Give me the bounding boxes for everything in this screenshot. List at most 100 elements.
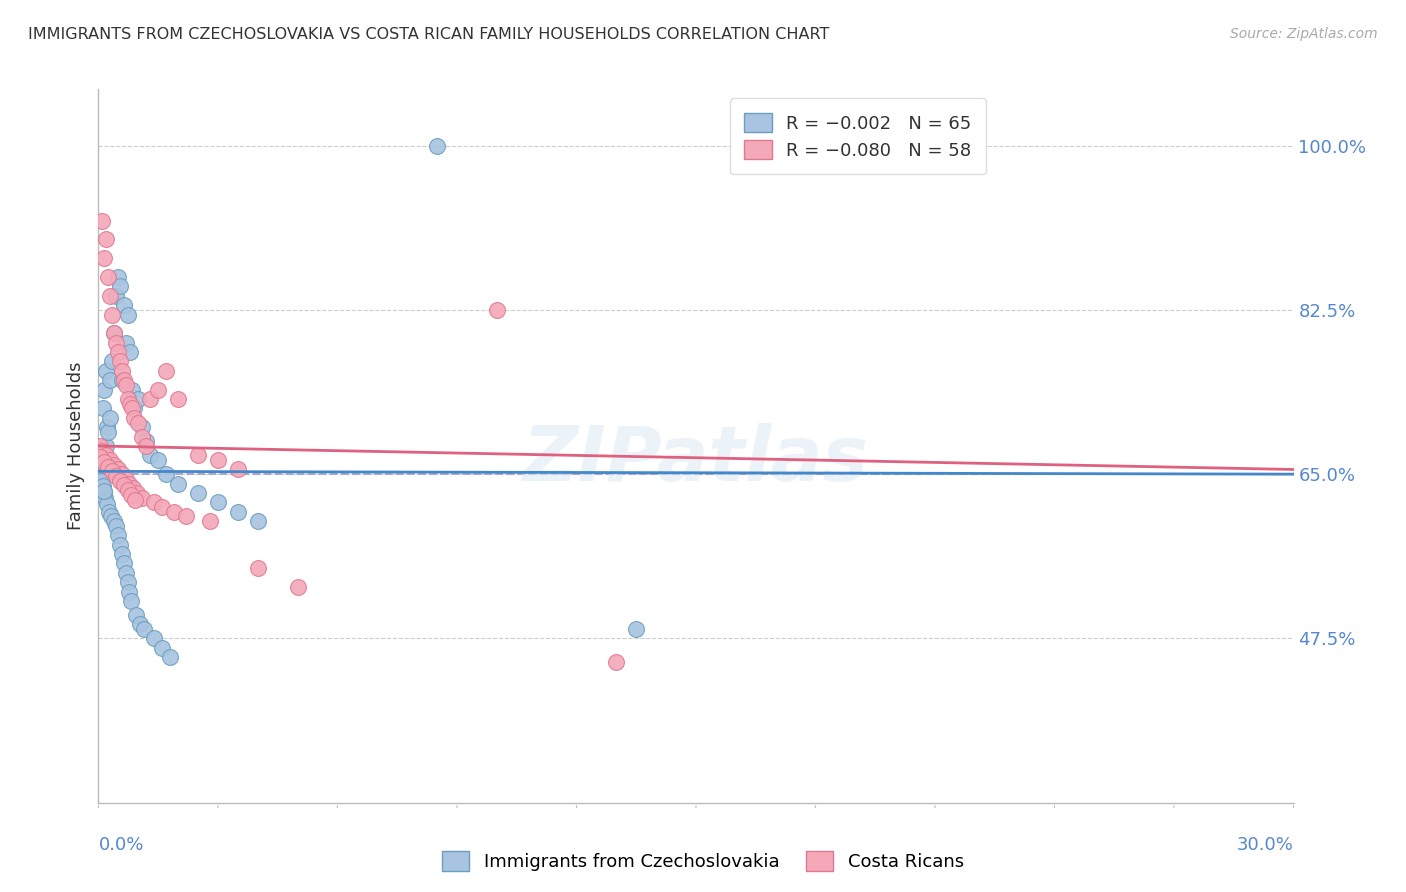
Point: [426, 138, 449, 153]
Point: [105, 335, 128, 350]
Point: [114, 472, 136, 486]
Point: [94, 364, 117, 378]
Point: [108, 474, 131, 488]
Point: [114, 566, 136, 580]
Point: [246, 514, 269, 528]
Point: [174, 509, 197, 524]
Point: [104, 469, 127, 483]
Point: [103, 458, 125, 472]
Point: [111, 373, 134, 387]
Point: [143, 495, 166, 509]
Point: [100, 464, 122, 478]
Point: [107, 462, 129, 476]
Point: [94, 449, 117, 463]
Point: [112, 298, 135, 312]
Point: [118, 476, 141, 491]
Point: [167, 476, 190, 491]
Point: [96, 497, 118, 511]
Point: [104, 518, 127, 533]
Point: [121, 383, 143, 397]
Point: [135, 439, 157, 453]
Point: [124, 492, 146, 507]
Point: [485, 302, 508, 317]
Point: [124, 401, 146, 416]
Point: [115, 378, 138, 392]
Point: [110, 354, 132, 368]
Point: [131, 420, 153, 434]
Point: [107, 345, 129, 359]
Point: [89, 465, 111, 479]
Point: [90, 443, 112, 458]
Point: [103, 326, 125, 341]
Text: 30.0%: 30.0%: [1237, 836, 1294, 854]
Point: [198, 514, 221, 528]
Point: [89, 450, 111, 465]
Point: [226, 462, 249, 476]
Point: [103, 514, 125, 528]
Point: [246, 561, 269, 575]
Point: [115, 335, 138, 350]
Point: [121, 401, 143, 416]
Point: [101, 354, 124, 368]
Point: [91, 478, 114, 492]
Point: [98, 453, 121, 467]
Point: [98, 289, 122, 303]
Point: [134, 622, 156, 636]
Point: [135, 434, 157, 449]
Point: [91, 401, 114, 416]
Point: [96, 232, 118, 246]
Point: [105, 289, 128, 303]
Point: [103, 326, 125, 341]
Point: [118, 584, 141, 599]
Point: [91, 479, 114, 493]
Point: [91, 481, 114, 495]
Point: [89, 439, 111, 453]
Point: [159, 650, 181, 665]
Point: [127, 392, 149, 406]
Point: [100, 509, 122, 524]
Point: [96, 420, 118, 434]
Point: [117, 308, 139, 322]
Point: [163, 505, 186, 519]
Point: [110, 279, 132, 293]
Point: [605, 655, 627, 669]
Point: [94, 491, 117, 505]
Point: [120, 345, 142, 359]
Point: [187, 449, 209, 463]
Point: [167, 392, 190, 406]
Point: [112, 478, 135, 492]
Point: [93, 455, 115, 469]
Point: [101, 308, 124, 322]
Point: [155, 364, 177, 378]
Point: [89, 469, 111, 483]
Point: [112, 373, 135, 387]
Point: [112, 557, 135, 571]
Point: [110, 547, 132, 561]
Legend: R = −0.002   N = 65, R = −0.080   N = 58: R = −0.002 N = 65, R = −0.080 N = 58: [730, 98, 986, 174]
Point: [97, 425, 120, 439]
Point: [89, 467, 111, 482]
Point: [124, 410, 146, 425]
Point: [97, 270, 120, 285]
Point: [93, 251, 115, 265]
Point: [129, 617, 152, 632]
Point: [89, 462, 111, 476]
Text: 0.0%: 0.0%: [98, 836, 143, 854]
Point: [626, 622, 648, 636]
Point: [90, 476, 112, 491]
Point: [108, 538, 131, 552]
Point: [187, 486, 209, 500]
Point: [150, 640, 173, 655]
Point: [107, 528, 129, 542]
Point: [131, 491, 153, 505]
Point: [93, 383, 115, 397]
Point: [98, 373, 122, 387]
Point: [148, 383, 170, 397]
Point: [91, 213, 114, 227]
Point: [207, 495, 229, 509]
Point: [226, 505, 249, 519]
Point: [117, 392, 139, 406]
Text: ZIPatlas: ZIPatlas: [523, 424, 869, 497]
Point: [110, 467, 132, 482]
Point: [98, 410, 121, 425]
